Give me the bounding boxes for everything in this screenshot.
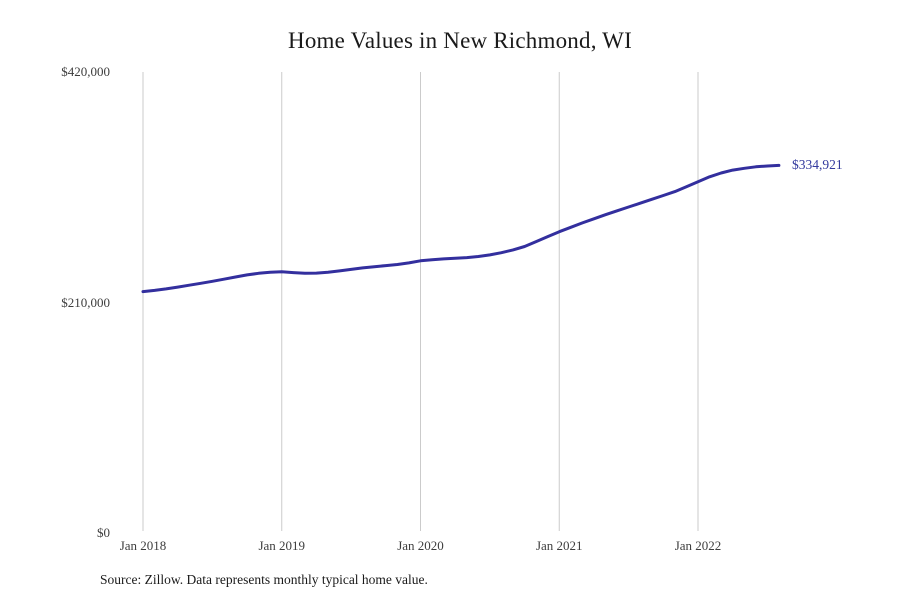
latest-value-label: $334,921 (791, 157, 843, 173)
y-tick-label: $420,000 (61, 64, 110, 79)
x-tick-label: Jan 2021 (535, 538, 583, 553)
x-tick-label: Jan 2022 (674, 538, 722, 553)
x-tick-label: Jan 2020 (397, 538, 444, 553)
x-tick-label: Jan 2019 (258, 538, 306, 553)
y-tick-label: $0 (97, 525, 110, 540)
source-note: Source: Zillow. Data represents monthly … (100, 572, 428, 587)
x-tick-label: Jan 2018 (119, 538, 167, 553)
chart-title: Home Values in New Richmond, WI (288, 28, 632, 53)
home-value-line (141, 163, 781, 294)
y-tick-label: $210,000 (61, 294, 110, 310)
